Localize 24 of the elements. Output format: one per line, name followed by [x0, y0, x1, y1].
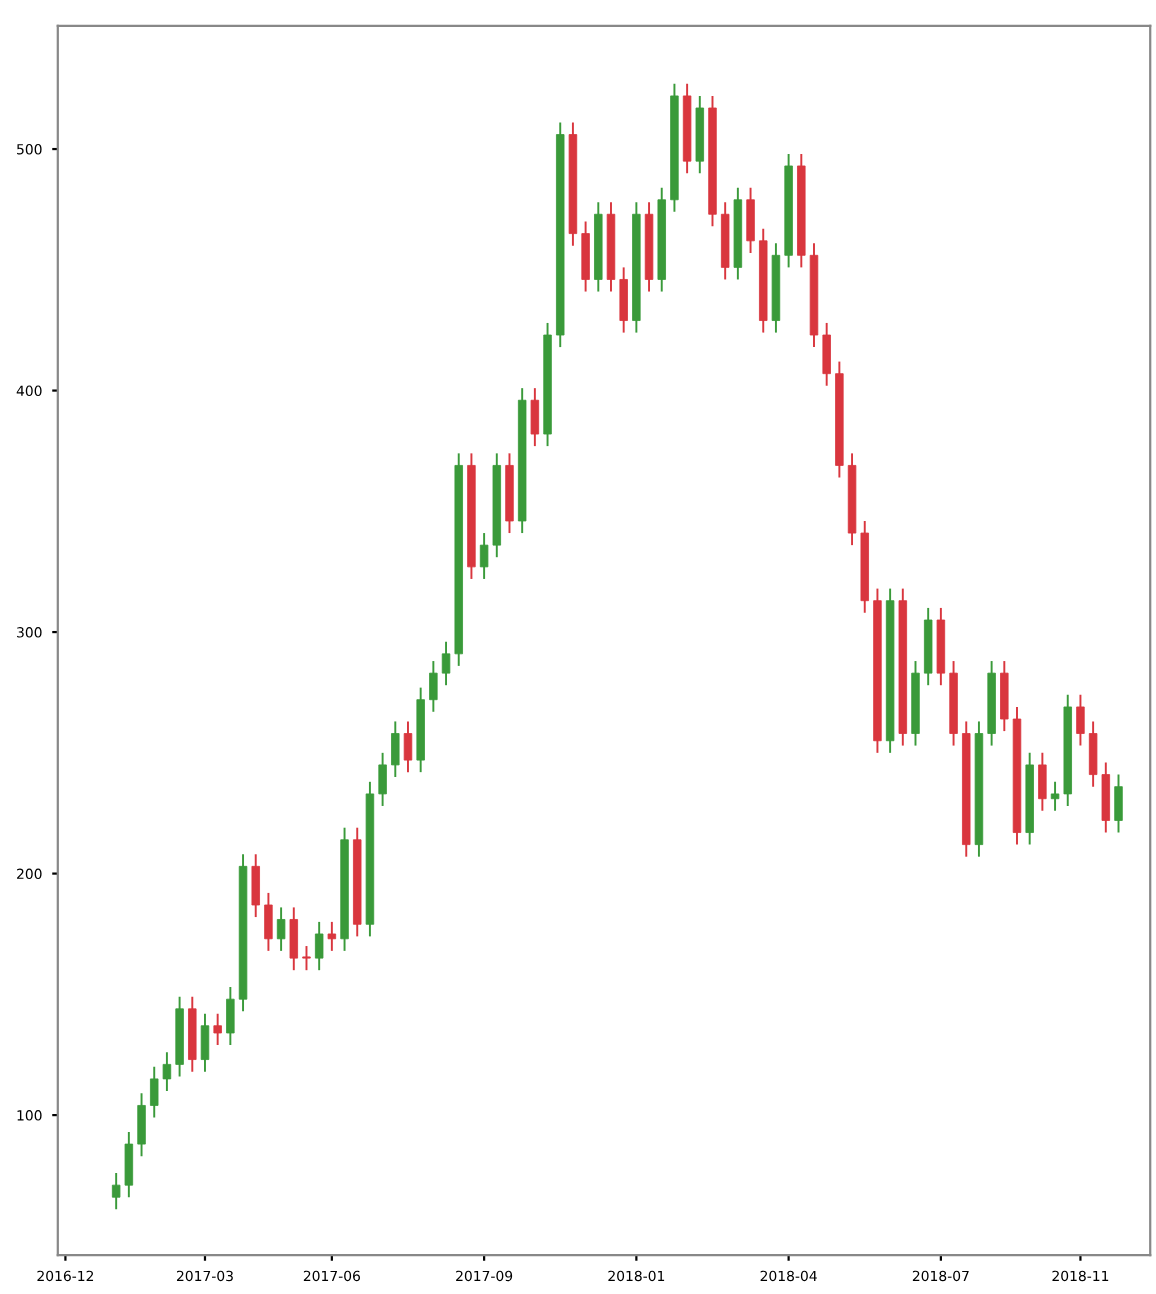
candlestick [314, 920, 324, 972]
candlestick [302, 945, 311, 972]
candlestick [746, 186, 755, 254]
candlestick [1114, 773, 1123, 834]
candlestick [530, 387, 540, 448]
candlestick [391, 720, 400, 778]
candlestick [1076, 693, 1085, 747]
candlestick [251, 853, 260, 919]
candlestick [429, 660, 438, 713]
candlestick [378, 751, 387, 807]
candlestick [822, 321, 831, 387]
candlestick [327, 920, 337, 952]
candlestick [581, 220, 590, 293]
candlestick [264, 891, 273, 952]
candlestick [276, 906, 286, 952]
candlestick [213, 1012, 222, 1047]
candlestick [137, 1092, 146, 1158]
candlestick [1038, 751, 1047, 812]
candlestick [403, 720, 413, 774]
candlestick [1000, 660, 1009, 733]
candlestick [289, 906, 299, 972]
candlestick [200, 1012, 210, 1073]
candlestick [619, 266, 628, 334]
candlestick [226, 986, 235, 1047]
